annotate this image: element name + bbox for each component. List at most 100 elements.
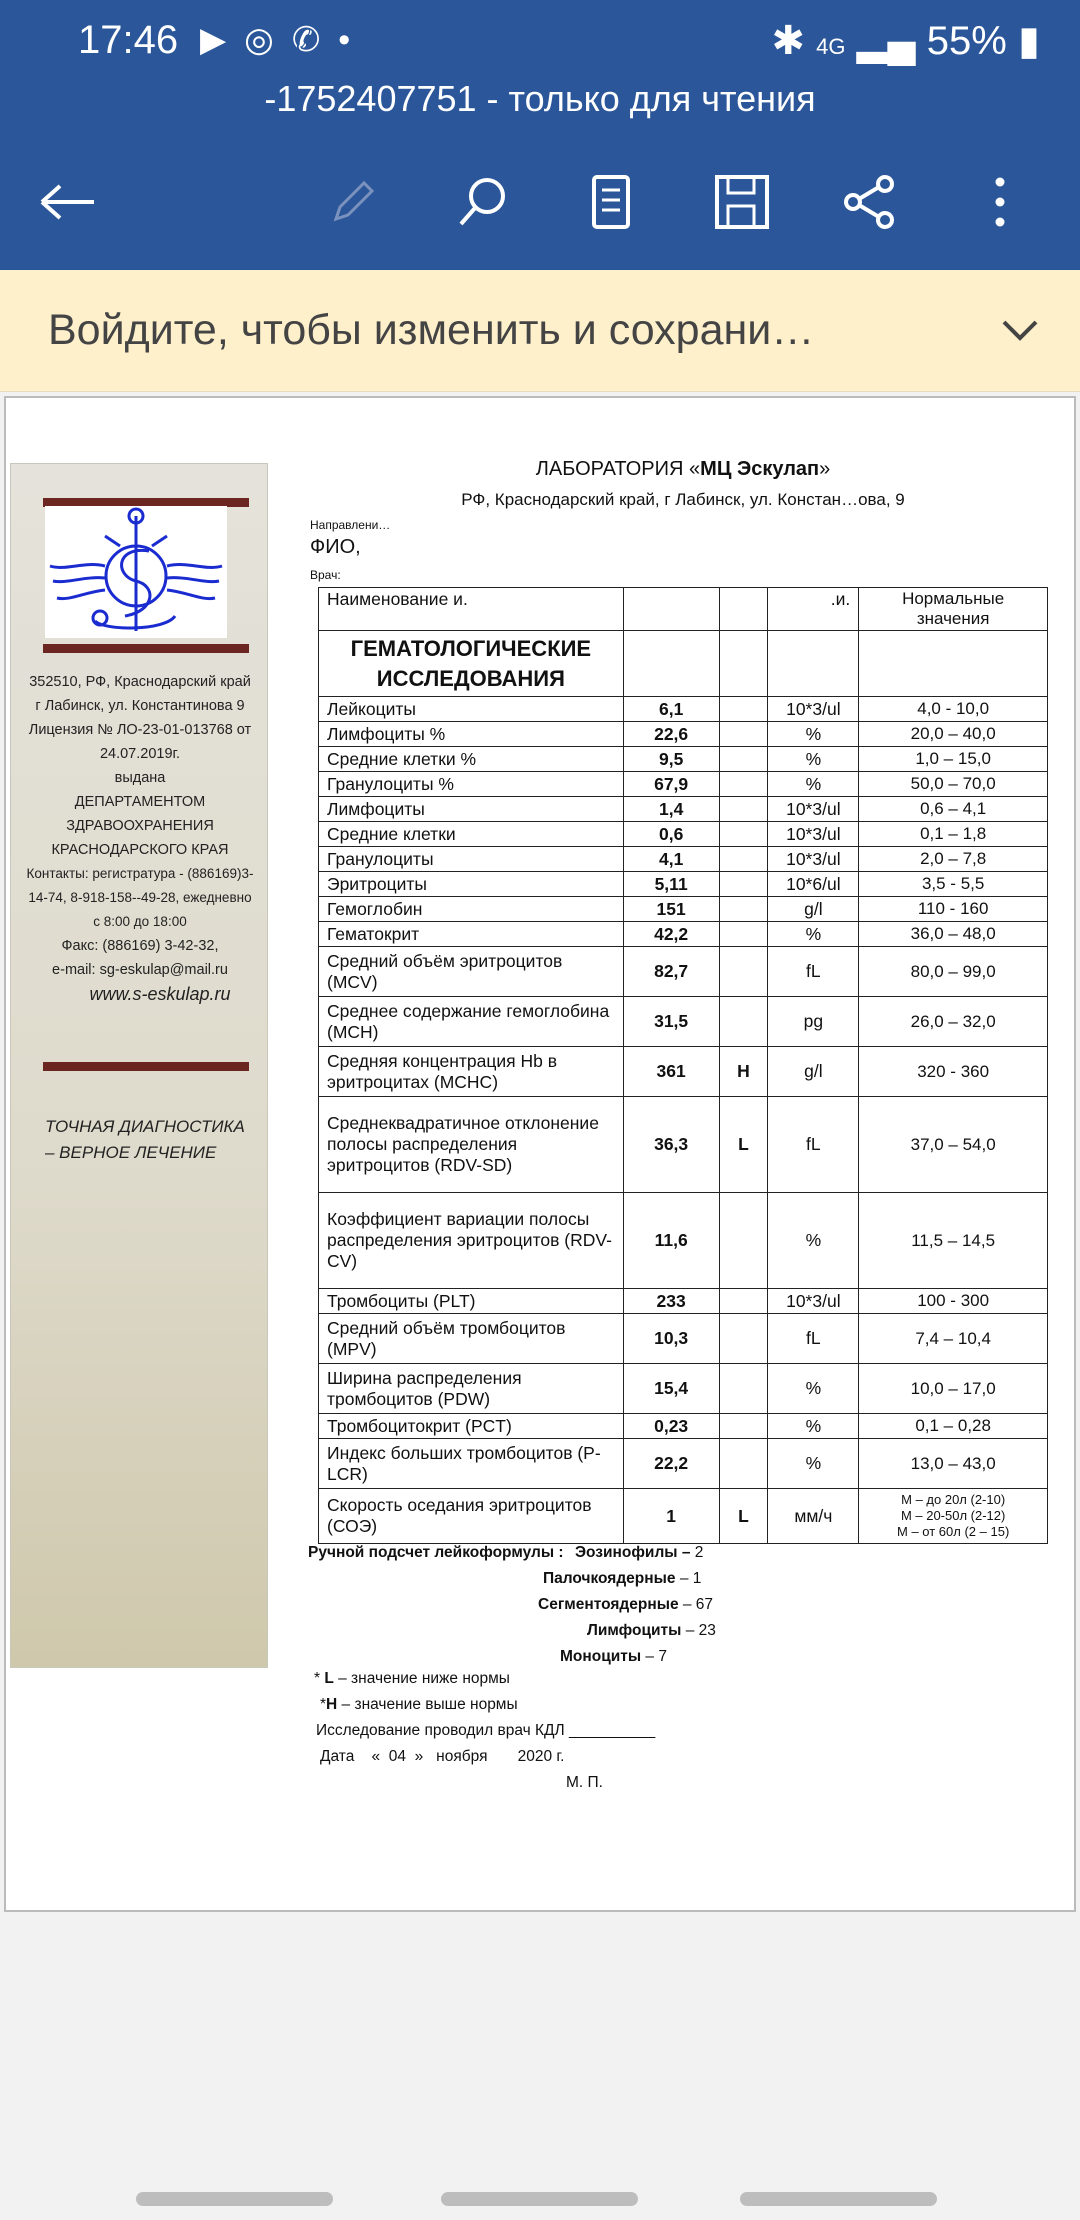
nav-home[interactable] [441,2192,638,2206]
cell-flag [718,721,769,747]
header-norm: Нормальные значения [858,587,1048,631]
slogan: ТОЧНАЯ ДИАГНОСТИКА – ВЕРНОЕ ЛЕЧЕНИЕ [45,1117,245,1162]
table-row: Ширина распределения тромбоцитов (PDW) 15… [318,1363,1048,1414]
save-button[interactable] [712,170,772,234]
cell-flag [718,1363,769,1414]
stamp-label: М. П. [566,1774,603,1791]
cell-norm: 50,0 – 70,0 [858,771,1048,797]
sign-in-banner[interactable]: Войдите, чтобы изменить и сохрани… [0,270,1080,392]
edit-button[interactable] [323,170,383,234]
table-row: Средние клетки 0,6 10*3/ul 0,1 – 1,8 [318,821,1048,847]
bluetooth-icon: ✱ [771,19,817,63]
status-right: ✱ 4G ▂▄ 55% ▮ [771,18,1040,64]
cell-norm: 0,1 – 1,8 [858,821,1048,847]
cell-type: Моноциты [560,1648,642,1665]
cell-flag [718,771,769,797]
cell-name: Скорость оседания эритроцитов (СОЭ) [318,1488,624,1544]
table-row: Средний объём эритроцитов (MCV) 82,7 fL 80,… [318,946,1048,997]
cell-norm: 10,0 – 17,0 [858,1363,1048,1414]
cell-name: Эритроциты [318,871,624,897]
cell-unit: 10*3/ul [767,696,860,722]
cell-value: 82,7 [622,946,720,997]
cell-flag [718,696,769,722]
save-icon [715,175,769,229]
cell-name: Среднеквадратичное отклонение полосы рас… [318,1096,624,1193]
cell-norm: 26,0 – 32,0 [858,996,1048,1047]
table-row: Гемоглобин 151 g/l 110 - 160 [318,896,1048,922]
cell-type: Сегментоядерные [538,1596,679,1613]
cell-flag [718,846,769,872]
cell-unit: % [767,921,860,947]
cell-norm: 37,0 – 54,0 [858,1096,1048,1193]
cell-unit: 10*3/ul [767,1288,860,1314]
sidebar-line: Лицензия № ЛО-23-01-013768 от 24.07.2019… [28,722,252,762]
cell-name: Средние клетки [318,821,624,847]
more-options-button[interactable] [970,170,1030,234]
cell-flag: H [718,1046,769,1097]
table-row: Средний объём тромбоцитов (MPV) 10,3 fL 7,4… [318,1313,1048,1364]
cell-flag [718,896,769,922]
cell-flag [718,921,769,947]
divider [43,498,249,507]
status-bar: 17:46 ▶◎✆• ✱ 4G ▂▄ 55% ▮ [0,12,1080,68]
share-icon [844,175,894,229]
chevron-down-icon[interactable] [1000,300,1040,360]
reading-view-button[interactable] [581,170,641,234]
cell-count: – 1 [679,1570,702,1587]
cell-norm: 11,5 – 14,5 [858,1192,1048,1289]
cell-unit: fL [767,1096,860,1193]
search-icon [459,178,505,226]
cell-name: Коэффициент вариации полосы распределени… [318,1192,624,1289]
caduceus-logo-icon [49,507,223,631]
cell-unit: 10*3/ul [767,796,860,822]
cell-flag [718,1438,769,1489]
cell-norm: 36,0 – 48,0 [858,921,1048,947]
back-button[interactable] [38,170,98,234]
cell-name: Средние клетки % [318,746,624,772]
manual-count-item: Сегментоядерные – 67 [538,1596,713,1614]
battery-icon: ▮ [1017,19,1040,63]
cell-norm: 80,0 – 99,0 [858,946,1048,997]
cell-type: Лимфоциты [587,1622,682,1639]
manual-count-item: Палочкоядерные – 1 [543,1570,701,1588]
cell-type: Палочкоядерные [543,1570,676,1587]
cell-flag [718,746,769,772]
cell-value: 10,3 [622,1313,720,1364]
cell-unit: % [767,1192,860,1289]
header-flag [718,587,769,631]
nav-recents[interactable] [136,2192,333,2206]
cell-value: 9,5 [622,746,720,772]
cell-unit: fL [767,946,860,997]
cell-flag: L [718,1096,769,1193]
cell-type: Эозинофилы – [575,1544,691,1561]
cell-norm: 7,4 – 10,4 [858,1313,1048,1364]
table-row: Коэффициент вариации полосы распределени… [318,1192,1048,1289]
cell-name: Средний объём тромбоцитов (MPV) [318,1313,624,1364]
cell-value: 361 [622,1046,720,1097]
website-link[interactable]: www.s-eskulap.ru [89,984,231,1004]
cell-norm: 100 - 300 [858,1288,1048,1314]
sign-in-banner-text: Войдите, чтобы изменить и сохрани… [48,306,815,354]
cell-norm: 0,1 – 0,28 [858,1413,1048,1439]
table-row: Лимфоциты % 22,6% 20,0 – 40,0 [318,721,1048,747]
status-time: 17:46 [78,18,179,62]
header-value [622,587,720,631]
cell-name: Среднее содержание гемоглобина (MCH) [318,996,624,1047]
cell-unit: % [767,721,860,747]
share-button[interactable] [839,170,899,234]
search-button[interactable] [453,170,513,234]
legend-high: *H – значение выше нормы [320,1696,518,1713]
cell-value: 36,3 [622,1096,720,1193]
cell-name: Средняя концентрация Hb в эритроцитах (M… [318,1046,624,1097]
lab-title-prefix: ЛАБОРАТОРИЯ « [535,458,701,480]
cell-flag [718,1192,769,1289]
cell-name: Гемоглобин [318,896,624,922]
table-row: Тромбоцитокрит (PCT) 0,23% 0,1 – 0,28 [318,1413,1048,1439]
cell-flag [718,1413,769,1439]
nav-back[interactable] [740,2192,937,2206]
table-row: Лейкоциты 6,1 10*3/ul 4,0 - 10,0 [318,696,1048,722]
cell-flag [718,1313,769,1364]
table-row: Средние клетки % 9,5% 1,0 – 15,0 [318,746,1048,772]
app-bar: 17:46 ▶◎✆• ✱ 4G ▂▄ 55% ▮ -1752407751 - т… [0,0,1080,270]
